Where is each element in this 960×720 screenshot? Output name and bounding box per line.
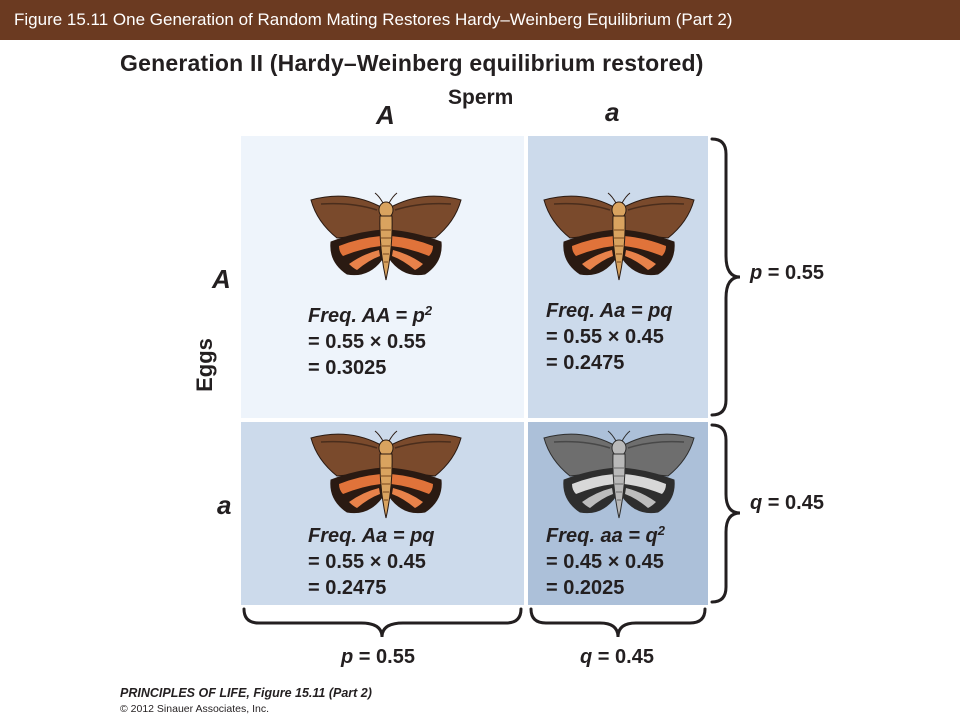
moth-orange-icon (307, 188, 465, 291)
slide-title-bar: Figure 15.11 One Generation of Random Ma… (0, 0, 960, 40)
cell-text-AA: Freq. AA = p2 = 0.55 × 0.55 = 0.3025 (308, 303, 432, 381)
bottom-brace-left (242, 607, 523, 638)
freq-value: = 0.55 (762, 262, 824, 284)
sperm-allele-A: A (376, 100, 395, 130)
cell-text-aa: Freq. aa = q2 = 0.45 × 0.45 = 0.2025 (546, 523, 665, 601)
cell-calc: = 0.55 × 0.45 (308, 551, 426, 573)
cell-result: = 0.3025 (308, 357, 387, 379)
freq-value: = 0.45 (762, 492, 824, 514)
egg-allele-a: a (217, 490, 232, 520)
freq-var: p (750, 262, 763, 284)
freq-var: p (341, 646, 354, 668)
freq-var: q (750, 492, 763, 514)
moth-orange-icon (540, 188, 698, 291)
egg-allele-A: A (212, 264, 231, 294)
right-brace-bottom (710, 423, 741, 604)
cell-exponent: 2 (424, 303, 433, 318)
punnett-cell-AA: Freq. AA = p2 = 0.55 × 0.55 = 0.3025 (241, 136, 524, 418)
eggs-label: Eggs (191, 338, 217, 392)
punnett-cell-Aa-top: Freq. Aa = pq = 0.55 × 0.45 = 0.2475 (528, 136, 708, 418)
figure-heading: Generation II (Hardy–Weinberg equilibriu… (120, 50, 704, 76)
right-brace-top (710, 137, 741, 417)
moth-orange-icon (307, 426, 465, 529)
cell-result: = 0.2025 (546, 577, 625, 599)
bottom-brace-right (529, 607, 707, 638)
moth-gray-icon (540, 426, 698, 529)
cell-label: Freq. Aa = pq (546, 300, 673, 322)
freq-value: = 0.55 (353, 646, 415, 668)
cell-result: = 0.2475 (308, 577, 387, 599)
figure-credit: PRINCIPLES OF LIFE, Figure 15.11 (Part 2… (120, 686, 372, 700)
slide-title: Figure 15.11 One Generation of Random Ma… (14, 10, 733, 29)
sperm-allele-a: a (605, 97, 620, 127)
cell-label: Freq. AA = p (308, 305, 425, 327)
punnett-cell-Aa-bottom: Freq. Aa = pq = 0.55 × 0.45 = 0.2475 (241, 422, 524, 605)
sperm-label: Sperm (448, 86, 514, 109)
cell-label: Freq. Aa = pq (308, 525, 435, 547)
copyright: © 2012 Sinauer Associates, Inc. (120, 703, 269, 715)
cell-text-Aa-top: Freq. Aa = pq = 0.55 × 0.45 = 0.2475 (546, 298, 673, 376)
cell-calc: = 0.45 × 0.45 (546, 551, 664, 573)
cell-text-Aa-bottom: Freq. Aa = pq = 0.55 × 0.45 = 0.2475 (308, 523, 435, 601)
freq-label-p-bottom: p = 0.55 (341, 646, 415, 669)
cell-label: Freq. aa = q (546, 525, 658, 547)
freq-value: = 0.45 (592, 646, 654, 668)
freq-label-q-bottom: q = 0.45 (580, 646, 654, 669)
cell-exponent: 2 (657, 523, 665, 538)
cell-result: = 0.2475 (546, 352, 625, 374)
freq-var: q (580, 646, 593, 668)
cell-calc: = 0.55 × 0.55 (308, 331, 426, 353)
freq-label-p-right: p = 0.55 (750, 262, 824, 285)
freq-label-q-right: q = 0.45 (750, 492, 824, 515)
cell-calc: = 0.55 × 0.45 (546, 326, 664, 348)
punnett-cell-aa: Freq. aa = q2 = 0.45 × 0.45 = 0.2025 (528, 422, 708, 605)
